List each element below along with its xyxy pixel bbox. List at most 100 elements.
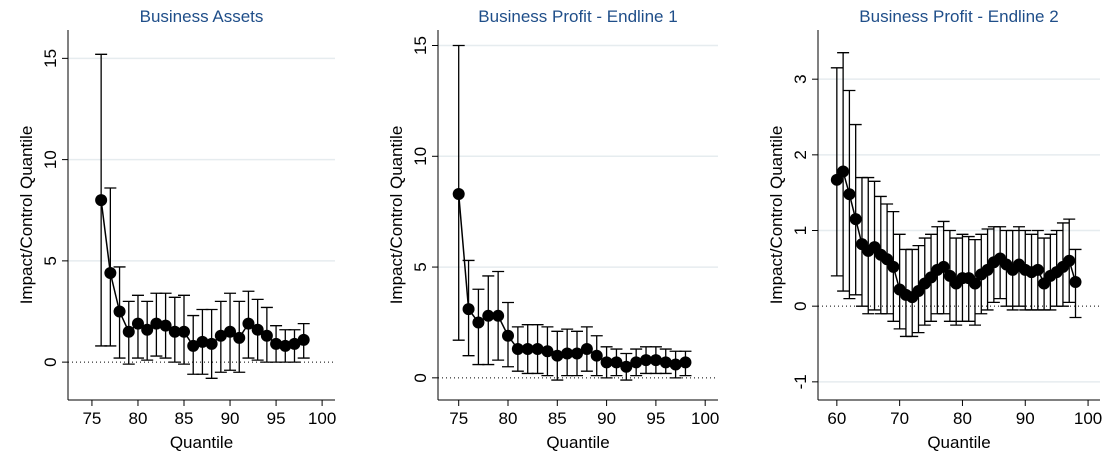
point: [492, 309, 505, 322]
point: [187, 339, 200, 352]
point: [649, 354, 662, 367]
point: [251, 323, 264, 336]
x-tick-label: 70: [890, 409, 909, 428]
x-tick-label: 80: [953, 409, 972, 428]
y-tick-label: 5: [41, 256, 60, 265]
point: [502, 329, 514, 342]
error-bar: [104, 187, 117, 347]
point: [679, 356, 692, 369]
point: [288, 337, 301, 350]
point: [669, 358, 682, 371]
y-tick-label: 0: [411, 373, 430, 382]
x-tick-label: 80: [129, 409, 148, 428]
y-tick-label: 0: [791, 301, 810, 310]
point: [462, 303, 475, 316]
point: [196, 335, 209, 348]
y-axis-title: Impact/Control Quantile: [767, 126, 786, 305]
x-tick-label: 100: [691, 409, 719, 428]
x-tick-label: 75: [82, 409, 101, 428]
error-bar: [893, 233, 906, 330]
point: [969, 277, 982, 290]
point: [640, 354, 653, 367]
point: [561, 347, 574, 360]
point: [610, 356, 623, 369]
x-tick-label: 90: [1016, 409, 1035, 428]
point: [541, 345, 554, 358]
point: [1031, 263, 1044, 276]
y-axis-title: Impact/Control Quantile: [387, 126, 406, 305]
point: [1069, 275, 1082, 288]
point: [131, 317, 144, 330]
point: [843, 188, 856, 201]
x-tick-label: 85: [548, 409, 567, 428]
point: [887, 260, 900, 273]
x-axis-title: Quantile: [546, 433, 609, 452]
x-tick-label: 85: [175, 409, 194, 428]
point: [104, 267, 117, 280]
x-axis-title: Quantile: [170, 433, 233, 452]
point: [580, 343, 593, 356]
x-tick-label: 95: [267, 409, 286, 428]
panel-title: Business Profit - Endline 1: [478, 7, 677, 26]
point: [205, 337, 218, 350]
y-tick-label: 0: [41, 357, 60, 366]
point: [571, 347, 584, 360]
x-tick-label: 60: [827, 409, 846, 428]
point: [122, 325, 135, 338]
point: [1063, 254, 1076, 267]
point: [837, 165, 850, 178]
point: [141, 323, 154, 336]
x-tick-label: 100: [308, 409, 336, 428]
point: [590, 349, 603, 362]
panel-title: Business Assets: [140, 7, 264, 26]
y-tick-label: -1: [791, 374, 810, 389]
point: [511, 343, 524, 356]
error-bar: [830, 67, 843, 277]
y-tick-label: 3: [791, 74, 810, 83]
y-tick-label: 15: [41, 49, 60, 68]
point: [297, 333, 310, 346]
y-tick-label: 2: [791, 150, 810, 159]
point: [531, 343, 544, 356]
point: [521, 343, 534, 356]
point: [260, 329, 273, 342]
point: [224, 325, 237, 338]
point: [214, 329, 227, 342]
y-axis-title: Impact/Control Quantile: [17, 126, 36, 305]
point: [452, 187, 465, 200]
point: [242, 317, 255, 330]
point: [830, 173, 843, 186]
y-tick-label: 15: [411, 36, 430, 55]
x-tick-label: 75: [449, 409, 468, 428]
point: [270, 337, 283, 350]
error-bar: [849, 123, 862, 296]
point: [472, 316, 485, 329]
data-line: [457, 193, 686, 368]
y-tick-label: 5: [411, 262, 430, 271]
point: [150, 317, 163, 330]
y-tick-label: 10: [41, 150, 60, 169]
x-axis-title: Quantile: [927, 433, 990, 452]
x-tick-label: 90: [221, 409, 240, 428]
point: [937, 260, 950, 273]
point: [159, 319, 172, 332]
point: [482, 309, 495, 322]
point: [178, 325, 191, 338]
panel-title: Business Profit - Endline 2: [859, 7, 1058, 26]
point: [620, 360, 633, 373]
point: [113, 305, 126, 318]
y-tick-label: 10: [411, 147, 430, 166]
y-tick-label: 1: [791, 226, 810, 235]
point: [630, 356, 643, 369]
x-tick-label: 100: [1074, 409, 1102, 428]
x-tick-label: 80: [499, 409, 518, 428]
point: [168, 325, 181, 338]
point: [551, 349, 564, 362]
point: [233, 331, 246, 344]
point: [600, 356, 613, 369]
point: [95, 194, 108, 207]
x-tick-label: 90: [597, 409, 616, 428]
x-tick-label: 95: [646, 409, 665, 428]
